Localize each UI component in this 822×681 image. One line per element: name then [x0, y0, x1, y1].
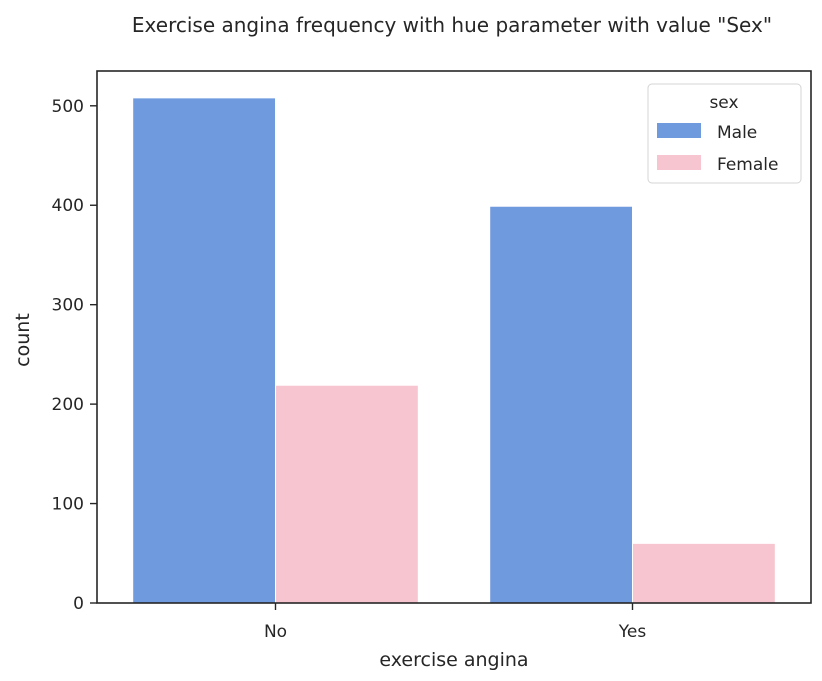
x-tick-label: Yes: [618, 622, 647, 642]
x-axis-ticks: No Yes: [264, 603, 646, 642]
bar-female-yes: [632, 542, 776, 604]
bar-female-no: [275, 384, 419, 604]
y-axis-label: count: [12, 313, 34, 367]
legend-swatch-male: [657, 123, 701, 138]
legend-swatch-female: [657, 155, 701, 170]
legend-label-male: Male: [717, 123, 757, 143]
legend-title: sex: [709, 93, 738, 113]
y-axis-ticks: 0 100 200 300 400 500: [52, 97, 97, 614]
y-tick-label: 300: [52, 296, 84, 316]
y-tick-label: 500: [52, 97, 84, 117]
bars-group: [132, 97, 776, 604]
bar-male-yes: [489, 205, 634, 604]
x-tick-label: No: [264, 622, 287, 642]
legend: sex Male Female: [647, 83, 802, 184]
y-tick-label: 100: [52, 495, 84, 515]
chart-title: Exercise angina frequency with hue param…: [132, 13, 772, 37]
y-tick-label: 200: [52, 395, 84, 415]
plot-frame: [96, 70, 812, 604]
y-tick-label: 400: [52, 196, 84, 216]
x-axis-label: exercise angina: [379, 649, 528, 671]
y-tick-label: 0: [73, 594, 84, 614]
legend-label-female: Female: [717, 155, 778, 175]
bar-male-no: [132, 97, 276, 604]
